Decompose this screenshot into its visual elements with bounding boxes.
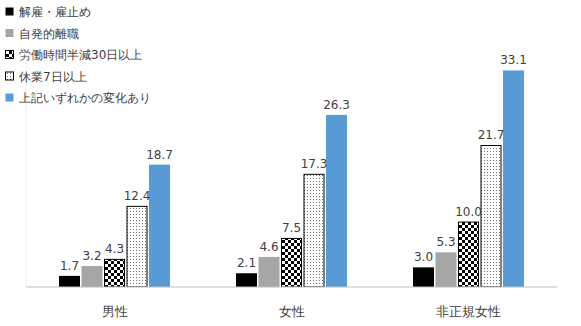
x-axis-line (26, 287, 557, 288)
data-label: 1.7 (60, 259, 79, 273)
legend-label: 解雇・雇止め (19, 5, 91, 19)
data-label: 17.3 (301, 157, 328, 171)
bar (459, 222, 479, 287)
bar (326, 115, 347, 287)
data-label: 4.6 (259, 240, 278, 254)
bar (436, 252, 457, 287)
legend-label: 自発的離職 (19, 27, 79, 41)
legend-swatch (6, 94, 14, 102)
legend-swatch (6, 72, 14, 80)
legend-label: 労働時間半減30日以上 (19, 48, 142, 62)
data-label: 3.2 (82, 249, 101, 263)
bar (503, 70, 524, 287)
legend-swatch (6, 8, 14, 16)
x-tick-label: 非正規女性 (436, 304, 501, 319)
data-label: 18.7 (146, 148, 173, 162)
bar (282, 238, 302, 287)
bar (59, 276, 80, 287)
data-labels: 1.73.2 4.3 12.4 18.7 2.14.6 7.5 17.3 26.3 3.05.3… (60, 53, 527, 272)
bar (127, 206, 147, 287)
legend-label: 休業7日以上 (19, 70, 87, 84)
x-tick-label: 男性 (102, 304, 128, 319)
bar (236, 273, 257, 287)
legend: 解雇・雇止め自発的離職労働時間半減30日以上休業7日以上上記いずれかの変化あり (6, 5, 152, 105)
chart: 1.73.2 4.3 12.4 18.7 2.14.6 7.5 17.3 26.3 3.05.3… (0, 0, 581, 326)
data-label: 12.4 (124, 189, 151, 203)
data-label: 7.5 (282, 221, 301, 235)
bar (413, 267, 434, 287)
bar (259, 257, 280, 287)
legend-label: 上記いずれかの変化あり (19, 91, 151, 105)
data-label: 21.7 (478, 128, 505, 142)
data-label: 33.1 (500, 53, 527, 67)
legend-swatch (6, 51, 14, 59)
bar (105, 259, 125, 287)
bar (82, 266, 103, 287)
data-label: 5.3 (436, 235, 455, 249)
data-label: 4.3 (105, 242, 124, 256)
bar (149, 165, 170, 287)
bar (304, 174, 324, 287)
data-label: 2.1 (237, 256, 256, 270)
bar (481, 146, 501, 287)
data-label: 10.0 (455, 205, 482, 219)
data-label: 3.0 (414, 250, 433, 264)
x-tick-label: 女性 (279, 304, 305, 319)
data-label: 26.3 (323, 98, 350, 112)
legend-swatch (6, 29, 14, 37)
